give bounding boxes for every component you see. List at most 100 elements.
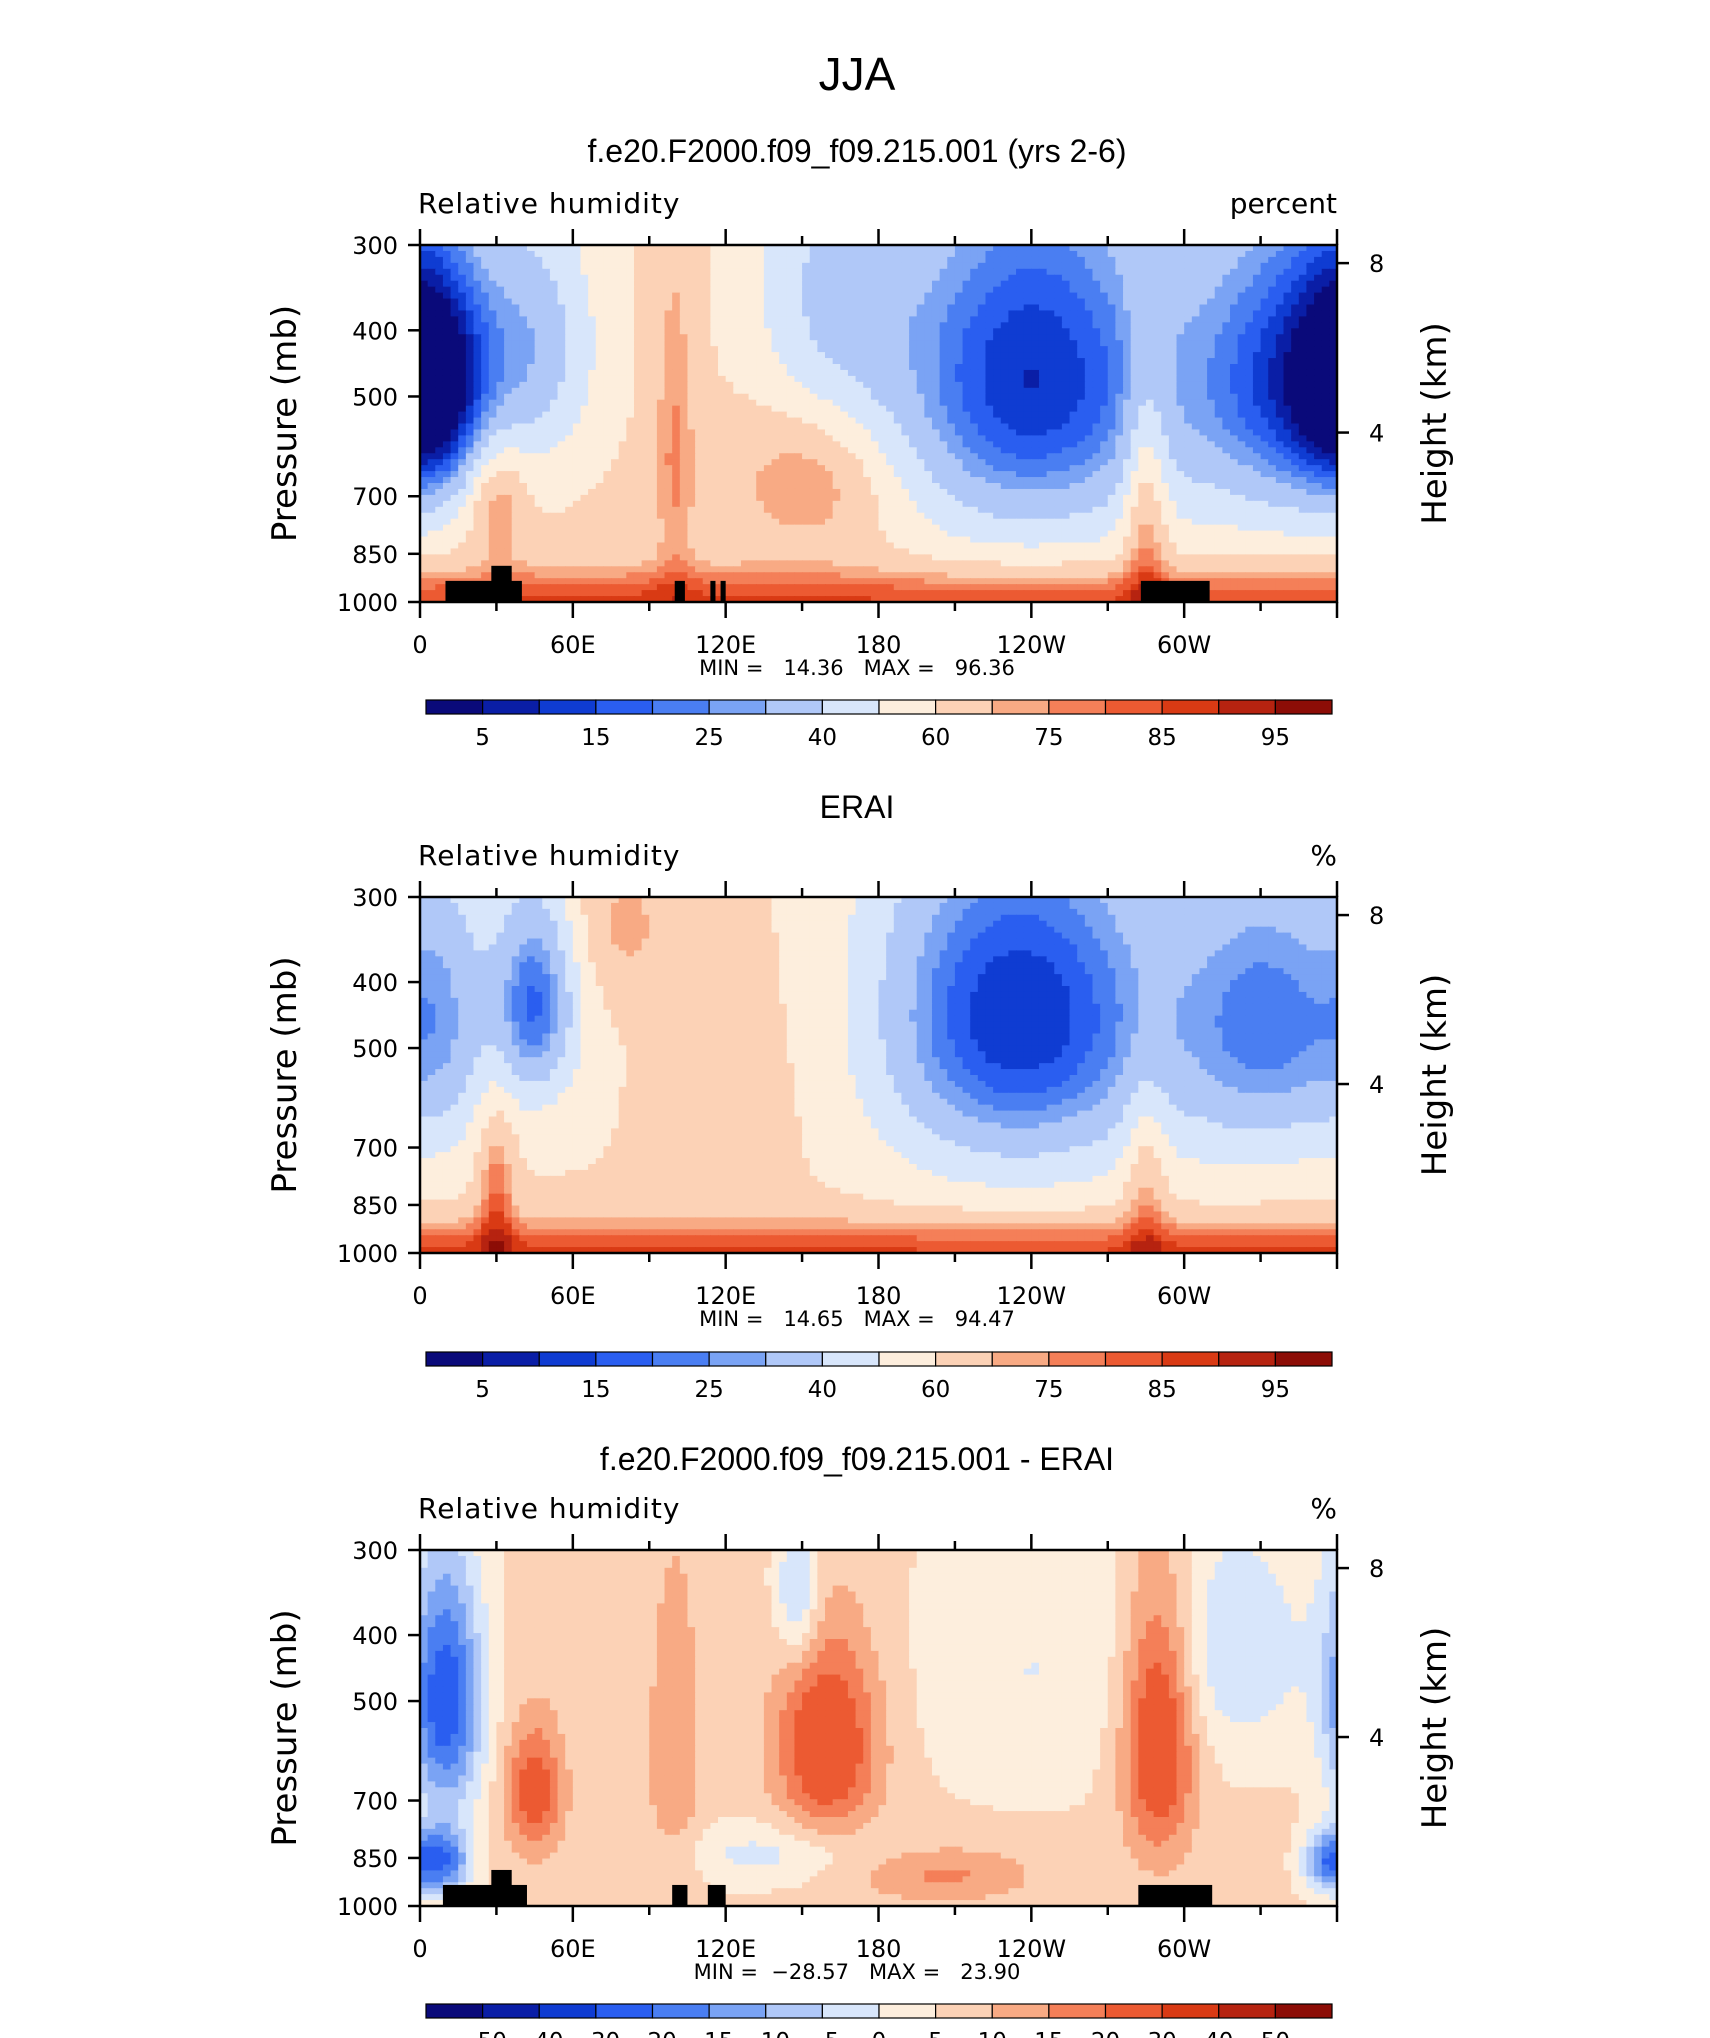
panels: f.e20.F2000.f09_f09.215.001 (yrs 2-6) Rel… bbox=[265, 133, 1455, 2038]
colorbar-label: 40 bbox=[808, 725, 837, 751]
x-tick-label: 60E bbox=[550, 1935, 596, 1963]
colorbar-label: −15 bbox=[685, 2029, 734, 2038]
y-tick-label: 500 bbox=[352, 383, 398, 411]
colorbar-label: 60 bbox=[921, 1377, 950, 1403]
x-tick-label: 120E bbox=[695, 631, 756, 659]
colorbar-box bbox=[1218, 2003, 1276, 2019]
y2-tick-label: 8 bbox=[1369, 1555, 1384, 1583]
colorbar-label: 75 bbox=[1034, 1377, 1063, 1403]
panel-3: f.e20.F2000.f09_f09.215.001 - ERAI Relati… bbox=[265, 1441, 1455, 2038]
y-tick-label: 700 bbox=[352, 483, 398, 511]
colorbar-label: 5 bbox=[928, 2029, 943, 2038]
y-tick-label: 850 bbox=[352, 1845, 398, 1873]
y2-tick-label: 4 bbox=[1369, 1071, 1384, 1099]
y-axis-title: Pressure (mb) bbox=[265, 1609, 305, 1846]
colorbar-box bbox=[482, 2003, 540, 2019]
contour-field bbox=[420, 1550, 1337, 1906]
colorbar-box bbox=[878, 699, 937, 715]
x-tick-label: 120W bbox=[997, 1935, 1067, 1963]
panel-1: f.e20.F2000.f09_f09.215.001 (yrs 2-6) Rel… bbox=[265, 133, 1455, 751]
colorbar-label: 50 bbox=[1261, 2029, 1290, 2038]
colorbar-box bbox=[991, 2003, 1050, 2019]
colorbar-box bbox=[991, 1351, 1050, 1367]
min-max-stats: MIN = 14.65 MAX = 94.47 bbox=[699, 1307, 1015, 1331]
land-mask bbox=[1140, 580, 1210, 602]
colorbar-label: 15 bbox=[581, 1377, 610, 1403]
colorbar-box bbox=[1048, 2003, 1107, 2019]
colorbar-label: −30 bbox=[572, 2029, 621, 2038]
colorbar-box bbox=[935, 2003, 993, 2019]
x-tick-label: 180 bbox=[856, 1935, 902, 1963]
colorbar-label: 60 bbox=[921, 725, 950, 751]
y-tick-label: 500 bbox=[352, 1688, 398, 1716]
land-mask bbox=[710, 580, 716, 602]
colorbar-box bbox=[765, 699, 823, 715]
y-tick-label: 1000 bbox=[337, 589, 398, 617]
colorbar-box bbox=[1274, 699, 1333, 715]
min-max-stats: MIN = −28.57 MAX = 23.90 bbox=[694, 1960, 1021, 1984]
units-label: % bbox=[1310, 839, 1337, 872]
colorbar-box bbox=[878, 2003, 937, 2019]
colorbar-label: 0 bbox=[872, 2029, 887, 2038]
colorbar-box bbox=[1274, 2003, 1333, 2019]
colorbar: −50−40−30−20−15−10−505101520304050 bbox=[425, 2003, 1333, 2038]
x-tick-label: 120W bbox=[997, 1282, 1067, 1310]
x-tick-label: 120E bbox=[695, 1282, 756, 1310]
colorbar-label: 30 bbox=[1147, 2029, 1176, 2038]
colorbar-box bbox=[595, 2003, 654, 2019]
y2-axis-title: Height (km) bbox=[1415, 1627, 1455, 1830]
y2-tick-label: 8 bbox=[1369, 250, 1384, 278]
colorbar-label: −5 bbox=[805, 2029, 839, 2038]
colorbar-box bbox=[765, 2003, 823, 2019]
y-tick-label: 850 bbox=[352, 541, 398, 569]
min-max-stats: MIN = 14.36 MAX = 96.36 bbox=[699, 656, 1015, 680]
colorbar-label: 40 bbox=[1204, 2029, 1233, 2038]
land-mask bbox=[720, 580, 726, 602]
land-mask bbox=[442, 1884, 527, 1906]
y-tick-label: 400 bbox=[352, 1622, 398, 1650]
colorbar-box bbox=[425, 699, 484, 715]
y-tick-label: 300 bbox=[352, 884, 398, 912]
colorbar-box bbox=[425, 2003, 484, 2019]
colorbar-box bbox=[821, 1351, 880, 1367]
y-tick-label: 500 bbox=[352, 1035, 398, 1063]
colorbar-box bbox=[651, 699, 710, 715]
y-tick-label: 1000 bbox=[337, 1240, 398, 1268]
panel-title: f.e20.F2000.f09_f09.215.001 - ERAI bbox=[600, 1441, 1114, 1477]
colorbar-label: 85 bbox=[1147, 725, 1176, 751]
colorbar-box bbox=[651, 2003, 710, 2019]
x-tick-label: 60W bbox=[1157, 1935, 1211, 1963]
colorbar-label: 15 bbox=[581, 725, 610, 751]
colorbar-box bbox=[538, 1351, 597, 1367]
contour-field bbox=[420, 245, 1337, 602]
colorbar-box bbox=[538, 2003, 597, 2019]
x-tick-label: 180 bbox=[856, 631, 902, 659]
variable-label: Relative humidity bbox=[418, 839, 680, 872]
x-tick-label: 60E bbox=[550, 631, 596, 659]
colorbar-box bbox=[595, 1351, 654, 1367]
land-mask bbox=[707, 1884, 726, 1906]
colorbar-label: 5 bbox=[475, 1377, 490, 1403]
colorbar-label: 75 bbox=[1034, 725, 1063, 751]
colorbar-box bbox=[935, 1351, 993, 1367]
colorbar-box bbox=[821, 2003, 880, 2019]
colorbar-box bbox=[935, 699, 993, 715]
colorbar-box bbox=[765, 1351, 823, 1367]
colorbar-box bbox=[708, 699, 767, 715]
x-tick-label: 60W bbox=[1157, 1282, 1211, 1310]
colorbar-box bbox=[821, 699, 880, 715]
colorbar-label: 85 bbox=[1147, 1377, 1176, 1403]
x-tick-label: 180 bbox=[856, 1282, 902, 1310]
colorbar-label: 10 bbox=[978, 2029, 1007, 2038]
colorbar-box bbox=[1161, 699, 1220, 715]
land-mask bbox=[672, 1884, 688, 1906]
variable-label: Relative humidity bbox=[418, 187, 680, 220]
colorbar-label: −50 bbox=[458, 2029, 507, 2038]
x-tick-label: 0 bbox=[412, 1282, 427, 1310]
units-label: % bbox=[1310, 1492, 1337, 1525]
y2-tick-label: 4 bbox=[1369, 420, 1384, 448]
colorbar-box bbox=[1218, 699, 1276, 715]
colorbar-box bbox=[595, 699, 654, 715]
colorbar-label: 40 bbox=[808, 1377, 837, 1403]
